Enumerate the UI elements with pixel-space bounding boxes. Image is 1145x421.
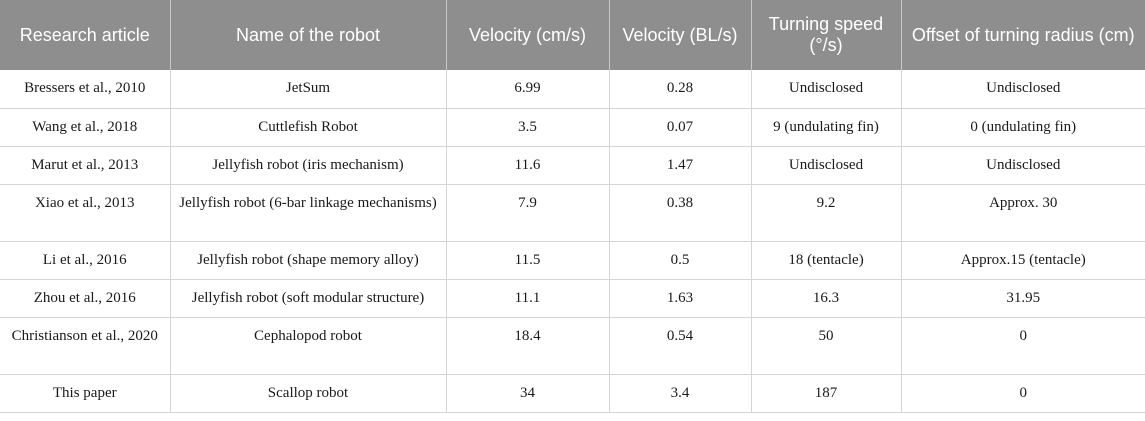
cell-turning-speed: 18 (tentacle) <box>751 241 902 280</box>
cell-article: Christianson et al., 2020 <box>0 317 171 375</box>
cell-velocity-cms: 11.5 <box>446 241 610 280</box>
cell-turning-offset: 0 <box>901 317 1145 375</box>
cell-velocity-cms: 34 <box>446 374 610 413</box>
cell-velocity-bls: 1.63 <box>609 279 752 318</box>
table-row: Wang et al., 2018 Cuttlefish Robot 3.5 0… <box>0 108 1145 147</box>
cell-velocity-cms: 7.9 <box>446 184 610 242</box>
cell-article: Marut et al., 2013 <box>0 146 171 185</box>
table-body: Bressers et al., 2010 JetSum 6.99 0.28 U… <box>0 70 1145 413</box>
cell-article: This paper <box>0 374 171 413</box>
cell-article: Li et al., 2016 <box>0 241 171 280</box>
table-row: Bressers et al., 2010 JetSum 6.99 0.28 U… <box>0 70 1145 109</box>
cell-velocity-bls: 1.47 <box>609 146 752 185</box>
table-header: Research article Name of the robot Veloc… <box>0 0 1145 70</box>
cell-turning-speed: 50 <box>751 317 902 375</box>
cell-velocity-bls: 0.38 <box>609 184 752 242</box>
cell-article: Zhou et al., 2016 <box>0 279 171 318</box>
header-row: Research article Name of the robot Veloc… <box>0 0 1145 70</box>
cell-article: Bressers et al., 2010 <box>0 70 171 109</box>
cell-turning-speed: Undisclosed <box>751 70 902 109</box>
table-row: Li et al., 2016 Jellyfish robot (shape m… <box>0 241 1145 280</box>
cell-turning-offset: Undisclosed <box>901 146 1145 185</box>
cell-velocity-bls: 3.4 <box>609 374 752 413</box>
cell-robot: Scallop robot <box>170 374 447 413</box>
cell-article: Xiao et al., 2013 <box>0 184 171 242</box>
cell-robot: JetSum <box>170 70 447 109</box>
table-row: This paper Scallop robot 34 3.4 187 0 <box>0 374 1145 413</box>
cell-turning-speed: 9.2 <box>751 184 902 242</box>
header-turning-radius-offset: Offset of turning radius (cm) <box>901 0 1145 70</box>
cell-turning-speed: 9 (undulating fin) <box>751 108 902 147</box>
cell-velocity-bls: 0.5 <box>609 241 752 280</box>
header-velocity-cms: Velocity (cm/s) <box>446 0 610 70</box>
cell-velocity-bls: 0.07 <box>609 108 752 147</box>
cell-turning-offset: 0 (undulating fin) <box>901 108 1145 147</box>
cell-robot: Jellyfish robot (shape memory alloy) <box>170 241 447 280</box>
header-turning-speed: Turning speed (°/s) <box>751 0 902 70</box>
cell-velocity-cms: 11.1 <box>446 279 610 318</box>
header-research-article: Research article <box>0 0 171 70</box>
cell-article: Wang et al., 2018 <box>0 108 171 147</box>
cell-turning-speed: Undisclosed <box>751 146 902 185</box>
cell-robot: Cuttlefish Robot <box>170 108 447 147</box>
cell-robot: Jellyfish robot (iris mechanism) <box>170 146 447 185</box>
cell-robot: Cephalopod robot <box>170 317 447 375</box>
cell-velocity-bls: 0.28 <box>609 70 752 109</box>
cell-turning-offset: Approx.15 (tentacle) <box>901 241 1145 280</box>
cell-turning-offset: 0 <box>901 374 1145 413</box>
cell-turning-speed: 187 <box>751 374 902 413</box>
table-row: Xiao et al., 2013 Jellyfish robot (6-bar… <box>0 184 1145 242</box>
cell-robot: Jellyfish robot (soft modular structure) <box>170 279 447 318</box>
cell-turning-offset: Undisclosed <box>901 70 1145 109</box>
header-robot-name: Name of the robot <box>170 0 447 70</box>
header-velocity-bls: Velocity (BL/s) <box>609 0 752 70</box>
cell-velocity-cms: 18.4 <box>446 317 610 375</box>
cell-velocity-cms: 11.6 <box>446 146 610 185</box>
cell-turning-offset: 31.95 <box>901 279 1145 318</box>
table-row: Zhou et al., 2016 Jellyfish robot (soft … <box>0 279 1145 318</box>
cell-velocity-bls: 0.54 <box>609 317 752 375</box>
cell-turning-offset: Approx. 30 <box>901 184 1145 242</box>
table-row: Christianson et al., 2020 Cephalopod rob… <box>0 317 1145 375</box>
cell-velocity-cms: 6.99 <box>446 70 610 109</box>
cell-robot: Jellyfish robot (6-bar linkage mechanism… <box>170 184 447 242</box>
cell-velocity-cms: 3.5 <box>446 108 610 147</box>
table-row: Marut et al., 2013 Jellyfish robot (iris… <box>0 146 1145 185</box>
cell-turning-speed: 16.3 <box>751 279 902 318</box>
